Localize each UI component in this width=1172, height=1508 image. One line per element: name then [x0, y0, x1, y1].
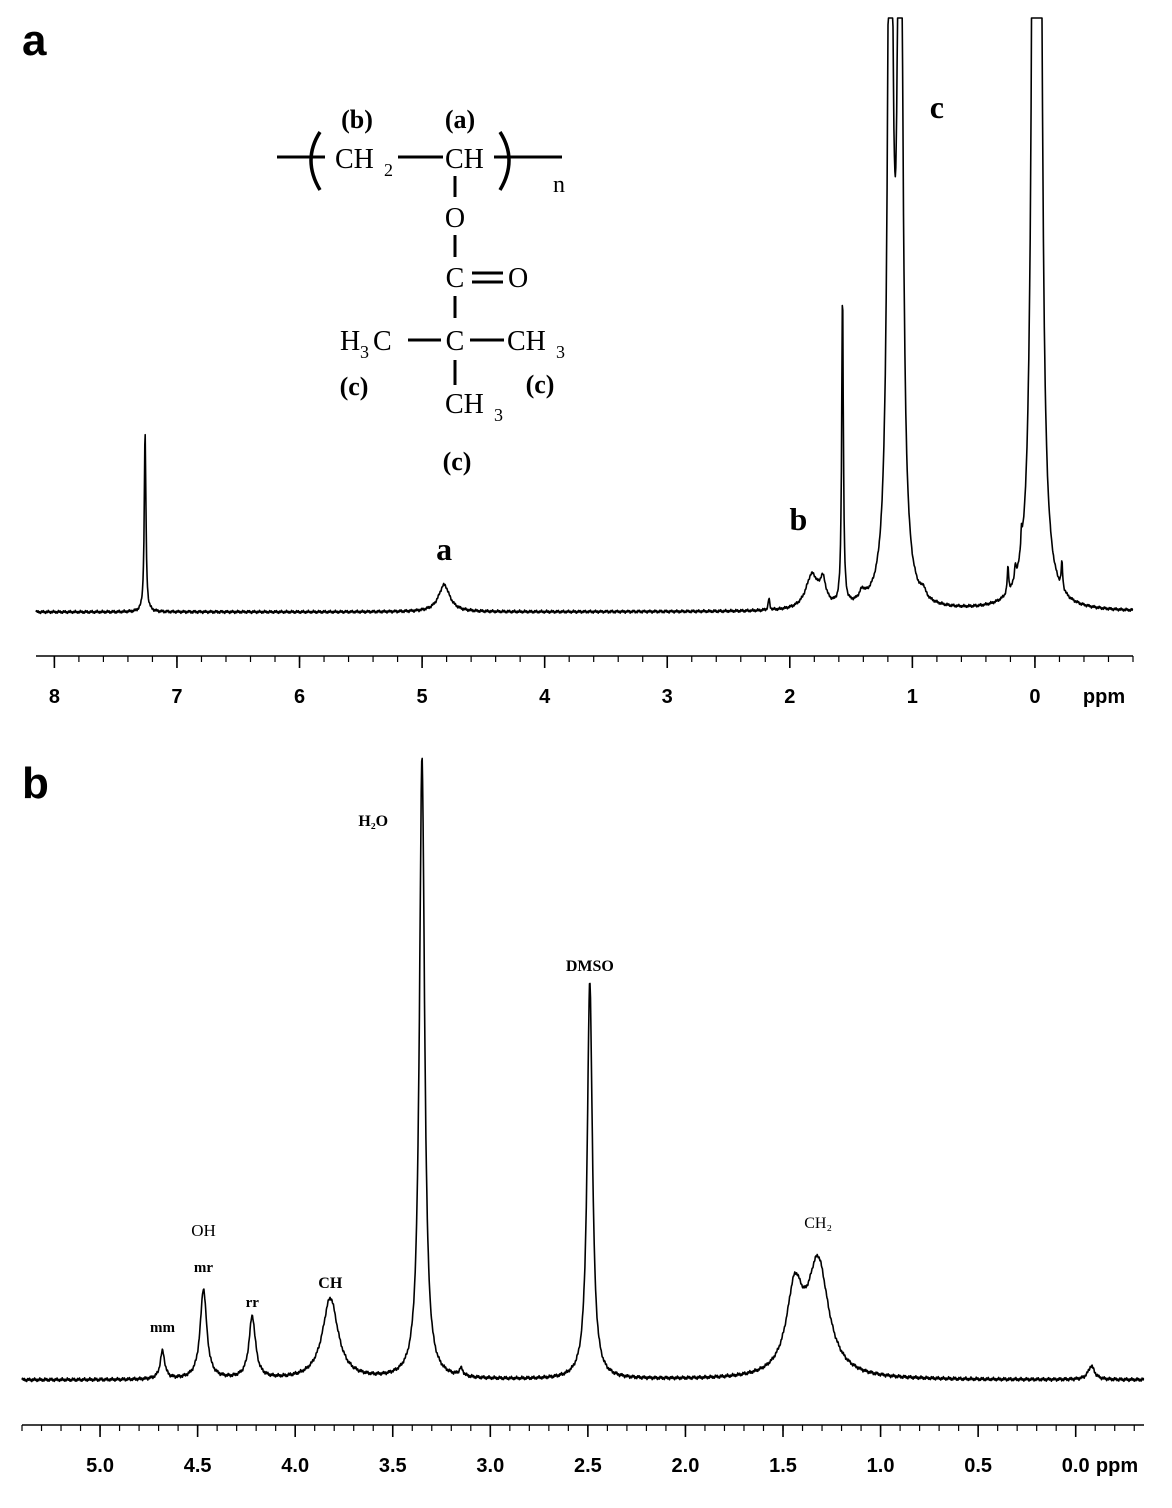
structure-tag-b: (b) — [341, 105, 373, 134]
peak-label: mr — [194, 1260, 213, 1276]
x-tick-label: 4 — [539, 686, 551, 708]
peak-label: a — [436, 531, 452, 567]
peak-label: DMSO — [566, 958, 614, 975]
structure-tag-c-left: (c) — [340, 372, 369, 401]
atom-o-carbonyl: O — [508, 263, 528, 294]
atom-h3c-left: H — [340, 326, 360, 357]
panel-b-x-unit: ppm — [1096, 1455, 1138, 1477]
peak-label: OH — [191, 1221, 216, 1240]
atom-h3c-sub: 3 — [360, 342, 369, 362]
x-tick-label: 0 — [1029, 686, 1040, 708]
x-tick-label: 3 — [662, 686, 673, 708]
x-tick-label: 2 — [784, 686, 795, 708]
x-tick-label: 4.0 — [281, 1455, 309, 1477]
peak-label: CH₂ — [804, 1215, 832, 1232]
peak-label: rr — [246, 1295, 260, 1311]
chemical-structure: (b) (a) CH 2 CH n O C O H 3 C C CH 3 CH … — [277, 105, 565, 476]
atom-ch-right: CH — [445, 144, 484, 175]
panel-b-letter: b — [22, 759, 49, 808]
spectrum-a-trace — [35, 17, 1134, 615]
atom-ch3-bottom-sub: 3 — [494, 405, 503, 425]
x-tick-label: 3.0 — [476, 1455, 504, 1477]
x-tick-label: 7 — [171, 686, 182, 708]
atom-o-ester: O — [445, 203, 465, 234]
structure-tag-a: (a) — [445, 105, 475, 134]
atom-c-carbonyl: C — [446, 263, 465, 294]
repeat-n: n — [553, 172, 565, 198]
panel-a-x-unit: ppm — [1083, 686, 1125, 708]
x-tick-label: 0.0 — [1062, 1455, 1090, 1477]
x-tick-label: 0.5 — [964, 1455, 992, 1477]
x-tick-label: 1.0 — [867, 1455, 895, 1477]
x-tick-label: 1 — [907, 686, 918, 708]
x-tick-label: 1.5 — [769, 1455, 797, 1477]
peak-label: CH — [318, 1275, 343, 1292]
x-tick-label: 5 — [417, 686, 428, 708]
atom-ch3-right: CH — [507, 326, 546, 357]
atom-ch3-bottom: CH — [445, 389, 484, 420]
structure-tag-c-right: (c) — [526, 370, 555, 399]
bracket-left — [309, 131, 322, 191]
x-tick-label: 5.0 — [86, 1455, 114, 1477]
spectrum-b-trace — [21, 757, 1145, 1383]
atom-ch2-left: CH — [335, 144, 374, 175]
panel-a-ticks — [53, 656, 1134, 668]
atom-c-quaternary: C — [446, 326, 465, 357]
structure-tag-c-bottom: (c) — [443, 447, 472, 476]
panel-a-peak-labels: a b c — [436, 89, 944, 567]
panel-b-tick-labels: 5.0 4.5 4.0 3.5 3.0 2.5 2.0 1.5 1.0 0.5 0.0 — [86, 1455, 1089, 1477]
x-tick-label: 3.5 — [379, 1455, 407, 1477]
bracket-right — [498, 131, 511, 191]
x-tick-label: 6 — [294, 686, 305, 708]
panel-a-tick-labels: 8 7 6 5 4 3 2 1 0 — [49, 686, 1041, 708]
panel-a-letter: a — [22, 16, 47, 65]
x-tick-label: 8 — [49, 686, 60, 708]
x-tick-label: 2.0 — [672, 1455, 700, 1477]
peak-label: mm — [150, 1320, 175, 1336]
panel-a-spectrum: 8 7 6 5 4 3 2 1 0 ppm a b c — [35, 17, 1134, 708]
atom-h3c-c: C — [373, 326, 392, 357]
peak-label: H₂O — [358, 813, 388, 830]
x-tick-label: 4.5 — [184, 1455, 212, 1477]
peak-label: c — [930, 89, 944, 125]
panel-b-spectrum: 5.0 4.5 4.0 3.5 3.0 2.5 2.0 1.5 1.0 0.5 0.0 ppm mm… — [21, 757, 1145, 1477]
atom-ch3-right-sub: 3 — [556, 342, 565, 362]
atom-ch2-sub: 2 — [384, 160, 393, 180]
peak-label: b — [789, 501, 807, 537]
x-tick-label: 2.5 — [574, 1455, 602, 1477]
panel-b-ticks — [21, 1425, 1135, 1437]
panel-b-peak-labels: mm OH mr rr CH H₂O DMSO CH₂ — [150, 813, 832, 1336]
